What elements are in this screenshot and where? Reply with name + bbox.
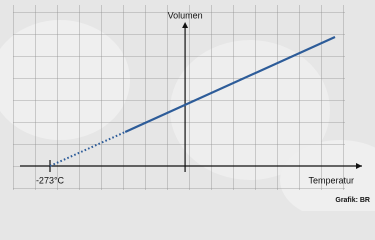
data-line (124, 35, 336, 133)
chart: Volumen Temperatur Grafik: BR -273°C (13, 5, 370, 204)
grid (13, 5, 345, 190)
x-axis-arrow (356, 163, 362, 169)
y-axis-arrow (182, 22, 189, 28)
source: Grafik: BR (335, 197, 370, 204)
y-axis-label: Volumen (168, 10, 203, 20)
x-axis-label: Temperatur (308, 175, 354, 185)
x-tick-label: -273°C (36, 175, 65, 185)
data-line (49, 131, 126, 167)
